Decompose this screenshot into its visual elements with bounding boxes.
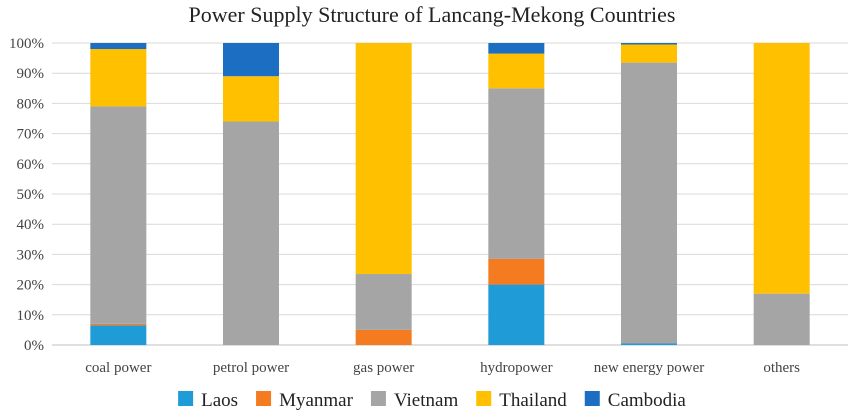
- y-tick-label: 20%: [17, 278, 45, 294]
- bar-segment: [355, 43, 412, 275]
- y-tick-label: 0%: [24, 338, 44, 354]
- y-axis-ticks: 0% 10% 20% 30% 40% 50% 60% 70% 80% 90% 100%: [9, 36, 44, 354]
- legend-label: Myanmar: [279, 390, 354, 411]
- y-tick-label: 60%: [17, 157, 45, 173]
- bar-segment: [488, 43, 545, 54]
- y-tick-label: 10%: [17, 308, 45, 324]
- bar-segment: [753, 43, 810, 294]
- bar-segment: [621, 44, 677, 63]
- bars: [90, 43, 810, 346]
- legend: Laos Myanmar Vietnam Thailand Cambodia: [178, 390, 686, 411]
- x-axis-labels: coal power petrol power gas power hydropowe…: [85, 360, 800, 376]
- x-tick-label: petrol power: [213, 360, 289, 376]
- legend-swatch: [370, 391, 386, 406]
- bar-segment: [223, 76, 279, 122]
- legend-label: Thailand: [499, 390, 567, 411]
- x-tick-label: new energy power: [594, 360, 705, 376]
- bar-segment: [90, 325, 147, 345]
- legend-label: Cambodia: [608, 390, 687, 411]
- bar-segment: [90, 106, 147, 324]
- bar-segment: [753, 293, 810, 345]
- bar-segment: [621, 43, 677, 45]
- legend-label: Vietnam: [394, 390, 459, 411]
- x-tick-label: gas power: [353, 360, 414, 376]
- bar-segment: [488, 53, 545, 89]
- bar-segment: [90, 323, 147, 326]
- bar-segment: [223, 121, 279, 346]
- x-tick-label: others: [763, 360, 800, 376]
- legend-swatch: [476, 391, 492, 406]
- y-tick-label: 30%: [17, 247, 45, 263]
- bar-segment: [223, 43, 279, 77]
- y-tick-label: 50%: [17, 187, 45, 203]
- legend-swatch: [178, 391, 194, 406]
- y-tick-label: 40%: [17, 217, 45, 233]
- chart-title: Power Supply Structure of Lancang-Mekong…: [189, 2, 676, 27]
- x-tick-label: hydropower: [480, 360, 552, 376]
- y-tick-label: 90%: [17, 66, 45, 82]
- bar-segment: [355, 329, 412, 345]
- y-tick-label: 80%: [17, 96, 45, 112]
- bar-segment: [621, 62, 677, 344]
- legend-label: Laos: [201, 390, 238, 411]
- bar-segment: [355, 274, 412, 330]
- bar-segment: [621, 343, 677, 345]
- grid: [52, 42, 848, 346]
- legend-swatch: [256, 391, 272, 406]
- bar-segment: [90, 49, 147, 107]
- y-tick-label: 100%: [9, 36, 44, 52]
- bar-segment: [488, 88, 545, 259]
- y-tick-label: 70%: [17, 127, 45, 143]
- x-tick-label: coal power: [85, 360, 151, 376]
- bar-segment: [488, 284, 545, 345]
- bar-segment: [488, 258, 545, 285]
- bar-segment: [90, 43, 147, 50]
- legend-swatch: [584, 391, 600, 406]
